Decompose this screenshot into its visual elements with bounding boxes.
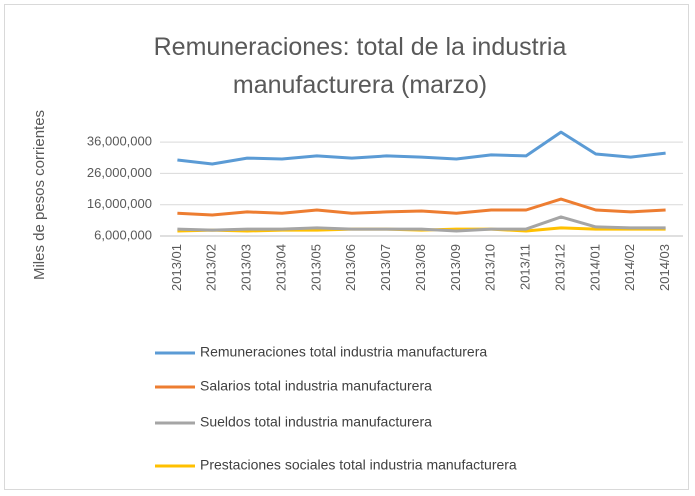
x-tick-label: 2013/09 (448, 244, 463, 291)
x-tick-label: 2013/06 (343, 244, 358, 291)
series-line (177, 130, 666, 166)
y-tick-label: 26,000,000 (87, 165, 152, 180)
x-tick-label: 2013/10 (483, 244, 498, 291)
x-tick-label: 2014/02 (622, 244, 637, 291)
y-tick-label: 6,000,000 (94, 227, 152, 242)
chart-title: Remuneraciones: total de la industria ma… (153, 33, 567, 99)
x-tick-label: 2013/12 (552, 244, 567, 291)
x-tick-label: 2013/04 (273, 244, 288, 291)
series-line (177, 197, 666, 217)
x-tick-label: 2014/01 (587, 244, 602, 291)
x-tick-label: 2013/02 (204, 244, 219, 291)
x-tick-label: 2014/03 (657, 244, 672, 291)
y-tick-label: 16,000,000 (87, 196, 152, 211)
y-tick-label: 36,000,000 (87, 134, 152, 149)
legend-label: Salarios total industria manufacturera (200, 378, 432, 394)
x-tick-label: 2013/07 (378, 244, 393, 291)
chart-frame (4, 4, 689, 490)
x-tick-label: 2013/11 (518, 244, 533, 290)
legend-label: Sueldos total industria manufacturera (200, 414, 432, 430)
x-tick-label: 2013/08 (413, 244, 428, 291)
legend-label: Prestaciones sociales total industria ma… (200, 457, 517, 473)
series-line (177, 215, 666, 233)
x-tick-label: 2013/01 (169, 244, 184, 291)
legend-label: Remuneraciones total industria manufactu… (200, 344, 487, 360)
x-tick-label: 2013/03 (239, 244, 254, 291)
x-tick-label: 2013/05 (308, 244, 323, 291)
y-axis-title: Miles de pesos corrientes (31, 110, 48, 280)
